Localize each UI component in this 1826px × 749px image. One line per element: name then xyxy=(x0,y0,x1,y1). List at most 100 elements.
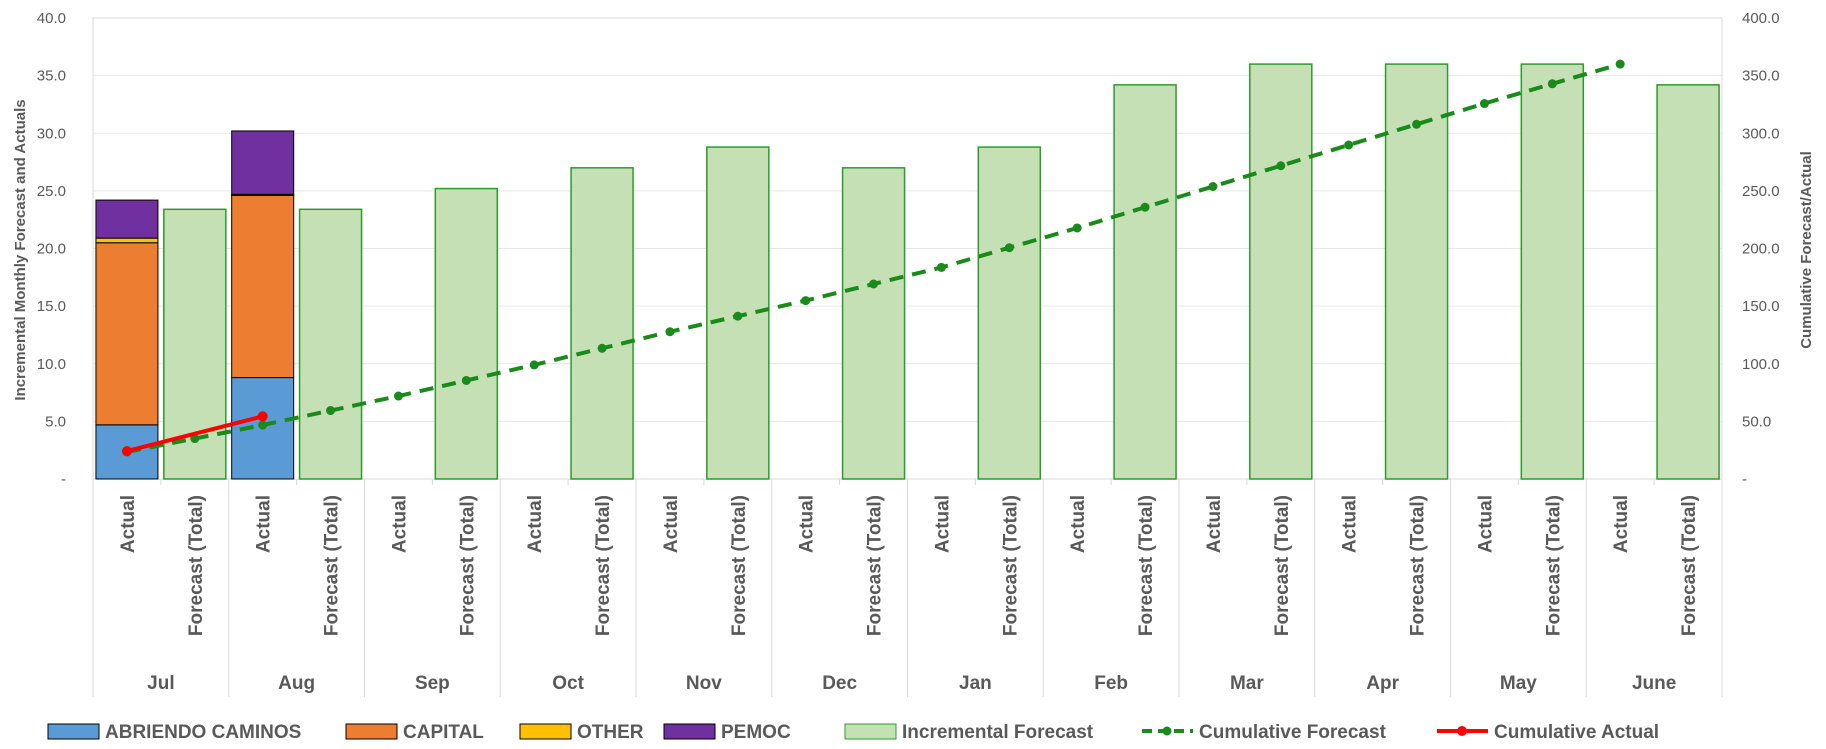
x-tick-label: Forecast (Total) xyxy=(457,495,478,636)
point xyxy=(529,360,539,370)
legend-swatch xyxy=(47,723,100,740)
point xyxy=(936,262,946,272)
bar xyxy=(298,208,363,480)
x-tick-label: Forecast (Total) xyxy=(1136,495,1157,636)
x-tick-label: Forecast (Total) xyxy=(322,495,343,636)
bar xyxy=(570,167,634,480)
x-tick-label: Forecast (Total) xyxy=(1408,495,1429,636)
legend-marker xyxy=(1162,726,1172,736)
bar xyxy=(977,146,1042,480)
y-axis-right-ticks: - 50.0 100.0 150.0 200.0 250.0 300.0 350.0 400.0 xyxy=(1742,10,1780,488)
x-tick-label: Actual xyxy=(1611,495,1632,553)
x-tick-label: Forecast (Total) xyxy=(1543,495,1564,636)
x-group-label: Jan xyxy=(959,673,992,694)
x-tick-label: Actual xyxy=(661,495,682,553)
y-tick-label: - xyxy=(61,471,66,488)
x-group-label: Oct xyxy=(552,673,584,694)
point xyxy=(121,446,132,457)
x-group-label: May xyxy=(1500,673,1537,694)
x-group-label: Apr xyxy=(1366,673,1399,694)
x-group-label: Mar xyxy=(1230,673,1264,694)
y-tick-label: 5.0 xyxy=(45,413,66,430)
bars xyxy=(95,63,1720,480)
x-group-label: Jul xyxy=(147,673,174,694)
point xyxy=(326,406,336,416)
legend-swatch xyxy=(345,723,398,740)
point xyxy=(1276,161,1286,171)
point xyxy=(733,311,743,321)
point xyxy=(1208,181,1218,191)
x-group-label: Dec xyxy=(822,673,857,694)
bar xyxy=(1384,63,1449,480)
x-tick-label: Actual xyxy=(254,495,275,553)
x-axis: Actual Forecast (Total) Jul Actual Forecast … xyxy=(92,479,1723,697)
y-tick-label: 30.0 xyxy=(37,125,66,142)
x-tick-label: Actual xyxy=(797,495,818,553)
x-tick-label: Forecast (Total) xyxy=(1679,495,1700,636)
x-group-label: June xyxy=(1632,673,1676,694)
x-tick-label: Forecast (Total) xyxy=(593,495,614,636)
y-axis-left-ticks: - 5.0 10.0 15.0 20.0 25.0 30.0 35.0 40.0 xyxy=(37,10,66,488)
legend-label: Cumulative Forecast xyxy=(1199,722,1387,743)
legend-swatch xyxy=(844,723,897,740)
legend-label: Cumulative Actual xyxy=(1494,722,1659,743)
bar xyxy=(841,167,906,480)
y-tick-label: 35.0 xyxy=(37,68,66,85)
legend-label: PEMOC xyxy=(721,722,791,743)
point xyxy=(461,375,471,385)
x-tick-label: Actual xyxy=(525,495,546,553)
bar xyxy=(95,242,159,426)
bar xyxy=(231,130,295,195)
bar xyxy=(434,187,499,480)
x-tick-label: Forecast (Total) xyxy=(865,495,886,636)
x-group-label: Sep xyxy=(415,673,450,694)
x-group-label: Aug xyxy=(278,673,315,694)
x-tick-label: Actual xyxy=(932,495,953,553)
y2-tick-label: 150.0 xyxy=(1742,298,1780,315)
x-tick-label: Forecast (Total) xyxy=(729,495,750,636)
legend-label: OTHER xyxy=(577,722,644,743)
y2-tick-label: 250.0 xyxy=(1742,183,1780,200)
x-group-label: Feb xyxy=(1094,673,1128,694)
point xyxy=(801,296,811,306)
point xyxy=(258,420,268,430)
y2-tick-label: - xyxy=(1742,471,1747,488)
y2-tick-label: 400.0 xyxy=(1742,10,1780,27)
y-axis-title: Incremental Monthly Forecast and Actuals xyxy=(12,99,29,400)
point xyxy=(869,279,879,289)
y2-tick-label: 350.0 xyxy=(1742,68,1780,85)
bar xyxy=(95,237,159,244)
y-tick-label: 25.0 xyxy=(37,183,66,200)
y2-tick-label: 200.0 xyxy=(1742,241,1780,258)
point xyxy=(1479,99,1489,109)
point xyxy=(1615,59,1625,69)
y-tick-label: 10.0 xyxy=(37,356,66,373)
x-tick-label: Forecast (Total) xyxy=(1272,495,1293,636)
legend-swatch xyxy=(663,723,716,740)
legend-label: Incremental Forecast xyxy=(902,722,1094,743)
y2-tick-label: 50.0 xyxy=(1742,413,1771,430)
legend-label: ABRIENDO CAMINOS xyxy=(105,722,301,743)
point xyxy=(393,391,403,401)
point xyxy=(665,327,675,337)
legend-swatch xyxy=(519,723,572,740)
x-tick-label: Forecast (Total) xyxy=(186,495,207,636)
point xyxy=(1547,79,1557,89)
gridlines xyxy=(92,17,1723,480)
bar xyxy=(1113,84,1177,480)
legend-label: CAPITAL xyxy=(403,722,484,743)
point xyxy=(257,411,268,422)
x-tick-label: Actual xyxy=(1204,495,1225,553)
point xyxy=(1072,223,1082,233)
x-tick-label: Actual xyxy=(1340,495,1361,553)
bar xyxy=(231,194,295,379)
y-tick-label: 40.0 xyxy=(37,10,66,27)
bar xyxy=(95,199,159,239)
point xyxy=(1140,202,1150,212)
x-tick-label: Actual xyxy=(118,495,139,553)
point xyxy=(1004,243,1014,253)
y2-tick-label: 300.0 xyxy=(1742,125,1780,142)
bar xyxy=(1249,63,1313,480)
x-group-label: Nov xyxy=(686,673,722,694)
